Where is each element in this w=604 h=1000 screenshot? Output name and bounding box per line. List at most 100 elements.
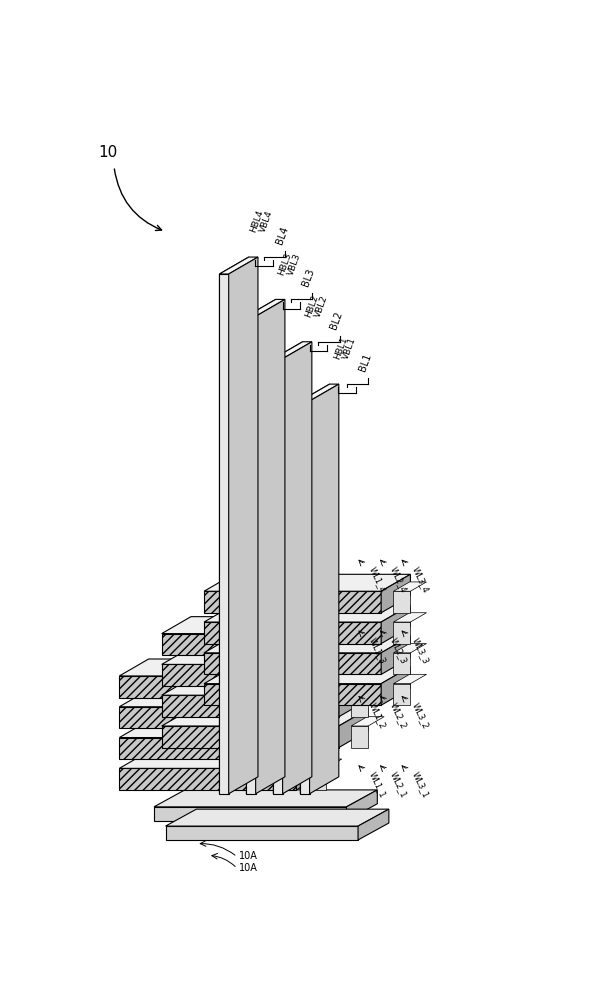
Polygon shape (297, 721, 326, 759)
Text: WL1_2: WL1_2 (367, 701, 387, 730)
Polygon shape (393, 622, 411, 644)
Text: VBL3: VBL3 (286, 252, 303, 276)
Polygon shape (154, 790, 378, 807)
Text: HBL3: HBL3 (277, 251, 293, 276)
Polygon shape (309, 759, 342, 768)
Polygon shape (351, 655, 384, 664)
Text: HBL2: HBL2 (304, 293, 320, 319)
Polygon shape (310, 384, 339, 794)
Text: BL4: BL4 (274, 225, 290, 246)
Polygon shape (162, 709, 368, 726)
Text: WL2_1: WL2_1 (389, 771, 409, 799)
Polygon shape (297, 690, 326, 728)
Text: HBL4: HBL4 (249, 209, 265, 234)
Polygon shape (309, 707, 326, 728)
Text: WL1_3: WL1_3 (367, 636, 387, 665)
Text: WL1_1: WL1_1 (367, 771, 387, 799)
Polygon shape (255, 299, 285, 794)
Polygon shape (351, 726, 368, 748)
Text: WL2_2: WL2_2 (389, 701, 409, 730)
Polygon shape (204, 684, 381, 705)
Text: WL3_4: WL3_4 (411, 565, 430, 594)
Polygon shape (162, 726, 339, 748)
Text: WL1_4: WL1_4 (367, 565, 387, 594)
Polygon shape (358, 809, 389, 840)
Polygon shape (297, 751, 326, 790)
Polygon shape (274, 359, 283, 794)
Polygon shape (309, 676, 326, 698)
Polygon shape (120, 751, 326, 768)
Polygon shape (297, 659, 326, 698)
Polygon shape (120, 738, 297, 759)
Polygon shape (351, 664, 368, 686)
Polygon shape (162, 695, 339, 717)
Polygon shape (120, 768, 297, 790)
Polygon shape (309, 728, 342, 738)
Polygon shape (165, 809, 389, 826)
Polygon shape (381, 667, 411, 705)
Text: HBL1: HBL1 (332, 336, 349, 361)
Polygon shape (120, 659, 326, 676)
Polygon shape (219, 257, 258, 274)
Polygon shape (204, 667, 411, 684)
Polygon shape (162, 617, 368, 634)
Polygon shape (339, 678, 368, 717)
Polygon shape (393, 613, 426, 622)
Polygon shape (351, 695, 368, 717)
Polygon shape (351, 634, 368, 655)
Polygon shape (120, 721, 326, 738)
Text: BL3: BL3 (301, 267, 316, 288)
Text: VBL4: VBL4 (259, 209, 275, 234)
Polygon shape (309, 697, 342, 707)
Polygon shape (229, 257, 258, 794)
Polygon shape (393, 582, 426, 591)
Polygon shape (219, 274, 229, 794)
Polygon shape (393, 591, 411, 613)
Text: 10: 10 (98, 145, 118, 160)
Text: 10A: 10A (239, 863, 257, 873)
Polygon shape (120, 690, 326, 707)
Polygon shape (300, 401, 310, 794)
Polygon shape (246, 299, 285, 316)
Polygon shape (309, 738, 326, 759)
Polygon shape (204, 636, 411, 653)
Polygon shape (274, 342, 303, 794)
Polygon shape (162, 647, 368, 664)
Polygon shape (165, 826, 358, 840)
Polygon shape (300, 384, 339, 401)
Polygon shape (381, 605, 411, 644)
Polygon shape (283, 342, 312, 794)
Polygon shape (162, 678, 368, 695)
Text: BL1: BL1 (357, 352, 373, 373)
Text: VBL2: VBL2 (313, 294, 329, 319)
Text: 10A: 10A (239, 851, 257, 861)
Polygon shape (246, 316, 255, 794)
Polygon shape (339, 647, 368, 686)
Polygon shape (393, 674, 426, 684)
Polygon shape (339, 709, 368, 748)
Polygon shape (204, 622, 381, 644)
Text: BL2: BL2 (329, 309, 344, 330)
Polygon shape (204, 574, 411, 591)
Text: WL3_2: WL3_2 (411, 701, 430, 730)
Text: VBL1: VBL1 (341, 336, 358, 361)
Polygon shape (351, 624, 384, 634)
Polygon shape (381, 636, 411, 674)
Text: WL3_1: WL3_1 (411, 771, 430, 800)
Polygon shape (339, 617, 368, 655)
Polygon shape (393, 653, 411, 674)
Polygon shape (381, 574, 411, 613)
Text: WL2_4: WL2_4 (389, 565, 409, 594)
Polygon shape (351, 717, 384, 726)
Polygon shape (120, 676, 297, 698)
Polygon shape (309, 768, 326, 790)
Polygon shape (274, 342, 312, 359)
Text: WL2_3: WL2_3 (389, 636, 409, 665)
Polygon shape (219, 257, 249, 794)
Polygon shape (393, 684, 411, 705)
Polygon shape (393, 644, 426, 653)
Polygon shape (162, 634, 339, 655)
Polygon shape (120, 707, 297, 728)
Polygon shape (246, 299, 275, 794)
Polygon shape (347, 790, 378, 821)
